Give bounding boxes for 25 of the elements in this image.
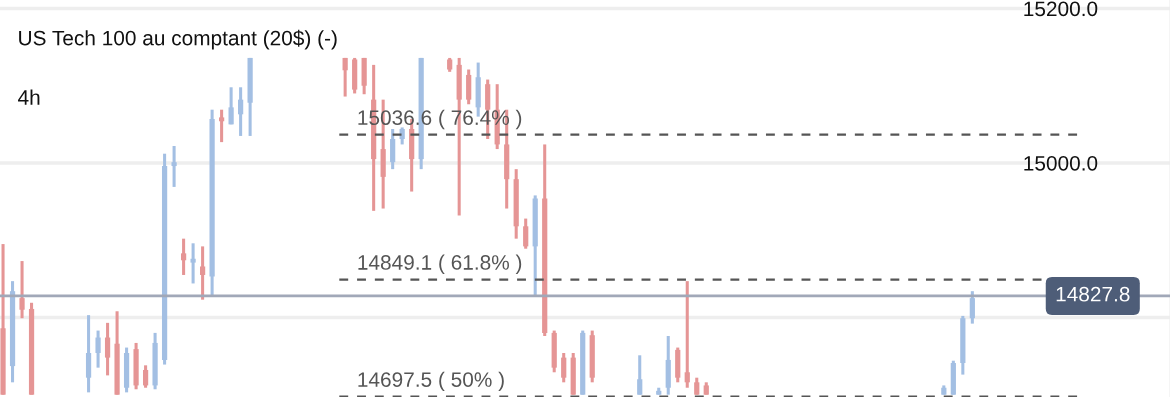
candlestick (561, 352, 567, 383)
candlestick (228, 87, 234, 125)
candlestick (969, 291, 975, 324)
annotation: 4h (18, 89, 40, 105)
candlestick (684, 281, 690, 388)
candlestick (218, 109, 225, 144)
candlestick (95, 330, 101, 368)
y-tick-label: 15000.0 (1024, 155, 1098, 171)
candlestick (180, 238, 187, 275)
candlestick (637, 355, 643, 395)
text: US Tech 100 au comptant (20$) (-) (19, 29, 337, 50)
candlestick (19, 261, 25, 320)
candlestick (142, 365, 149, 388)
y-tick-label: 15200.0 (1024, 1, 1098, 17)
candlestick (190, 243, 196, 284)
candlestick (238, 87, 244, 136)
candlestick (171, 145, 177, 187)
ref-line-label: 14849.1 ( 61.8% ) (358, 254, 522, 274)
candlestick (199, 246, 206, 300)
candlestick (104, 321, 111, 376)
ref-line-label: 14827.8 (1056, 286, 1130, 302)
candlestick (523, 218, 529, 249)
candlestick (390, 128, 396, 171)
candlestick (342, 56, 348, 97)
ref-line-label: 14697.5 ( 50% ) (358, 371, 504, 392)
